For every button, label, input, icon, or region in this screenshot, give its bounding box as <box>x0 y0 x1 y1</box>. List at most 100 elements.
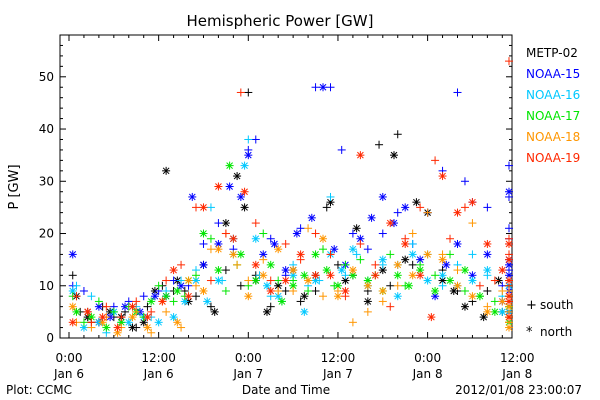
south-plus-marker <box>94 297 103 306</box>
north-star-marker <box>199 229 208 238</box>
y-tick-label: 30 <box>39 174 54 188</box>
north-star-marker <box>341 286 350 295</box>
north-star-marker <box>378 192 387 201</box>
south-plus-marker <box>393 130 402 139</box>
north-star-marker <box>169 266 178 275</box>
north-star-marker <box>408 250 417 259</box>
north-star-marker <box>401 255 410 264</box>
south-plus-marker <box>199 239 208 248</box>
north-star-marker <box>128 313 137 322</box>
north-star-marker <box>184 292 193 301</box>
south-plus-marker <box>460 203 469 212</box>
north-star-marker <box>505 187 513 196</box>
north-star-marker <box>83 307 92 316</box>
south-plus-marker <box>169 276 178 285</box>
north-star-marker <box>468 292 477 301</box>
north-star-marker <box>401 239 410 248</box>
south-plus-marker <box>259 229 268 238</box>
x-tick-date-label: Jan 8 <box>412 367 443 381</box>
north-star-marker <box>292 229 301 238</box>
south-plus-marker <box>431 156 440 165</box>
north-star-marker <box>233 172 242 181</box>
chart-title: Hemispheric Power [GW] <box>187 12 374 30</box>
south-plus-marker <box>475 281 484 290</box>
south-plus-marker <box>266 234 275 243</box>
north-star-marker <box>259 250 268 259</box>
south-plus-marker <box>446 234 455 243</box>
south-plus-marker <box>386 250 395 259</box>
south-plus-marker <box>408 229 417 238</box>
north-star-marker <box>214 276 223 285</box>
south-plus-marker <box>468 250 477 259</box>
north-star-marker <box>214 182 223 191</box>
north-star-marker <box>210 307 219 316</box>
south-plus-marker <box>214 219 223 228</box>
south-plus-marker <box>490 276 499 285</box>
x-axis: 0:00 Jan 6 12:00 Jan 6 0:00 Jan 7 12:00 Jan 7 0:… <box>53 35 535 381</box>
north-star-marker <box>505 313 513 322</box>
north-star-marker <box>363 297 372 306</box>
north-star-marker <box>416 271 425 280</box>
north-star-marker <box>143 323 152 332</box>
north-star-marker <box>199 260 208 269</box>
south-plus-marker <box>177 323 186 332</box>
north-star-marker <box>431 286 440 295</box>
data-points <box>68 57 513 337</box>
north-star-marker <box>442 260 451 269</box>
north-star-marker <box>173 286 182 295</box>
north-star-marker <box>322 266 331 275</box>
north-star-marker <box>348 266 357 275</box>
legend-entry: METP-02 <box>526 46 578 60</box>
north-star-marker <box>113 323 122 332</box>
south-plus-marker <box>68 271 77 280</box>
north-star-marker <box>404 281 413 290</box>
north-star-marker <box>438 172 447 181</box>
north-star-marker <box>229 234 238 243</box>
south-plus-marker <box>363 307 372 316</box>
north-star-marker <box>356 151 365 160</box>
x-tick-date-label: Jan 8 <box>501 367 532 381</box>
legend-entry: NOAA-17 <box>526 109 580 123</box>
north-star-marker <box>240 187 249 196</box>
north-star-marker <box>412 198 421 207</box>
south-plus-marker <box>378 297 387 306</box>
footer-timestamp: 2012/01/08 23:00:07 <box>455 383 582 397</box>
south-plus-marker <box>206 203 215 212</box>
north-star-marker <box>300 271 309 280</box>
north-star-marker <box>423 276 432 285</box>
south-plus-marker <box>281 239 290 248</box>
north-star-marker <box>229 250 238 259</box>
north-star-marker <box>475 292 484 301</box>
south-plus-marker <box>348 229 357 238</box>
south-plus-marker <box>143 302 152 311</box>
north-star-marker <box>401 203 410 212</box>
north-star-marker <box>214 245 223 254</box>
south-plus-marker <box>72 292 81 301</box>
legend: METP-02 NOAA-15 NOAA-16 NOAA-17 NOAA-18 NOAA-… <box>526 46 580 340</box>
south-plus-marker <box>490 297 499 306</box>
south-plus-marker <box>221 286 230 295</box>
south-plus-marker <box>192 271 201 280</box>
north-star-marker <box>251 234 260 243</box>
north-star-marker <box>319 83 328 92</box>
south-plus-marker <box>79 286 88 295</box>
south-plus-marker <box>304 286 313 295</box>
y-tick-label: 10 <box>39 279 54 293</box>
south-plus-marker <box>319 245 328 254</box>
legend-marker-symbol: * <box>526 325 533 340</box>
north-star-marker <box>498 266 507 275</box>
north-star-marker <box>68 286 77 295</box>
south-plus-marker <box>408 239 417 248</box>
south-plus-marker <box>322 203 331 212</box>
north-star-marker <box>393 260 402 269</box>
south-plus-marker <box>431 271 440 280</box>
north-star-marker <box>162 292 171 301</box>
north-star-marker <box>162 166 171 175</box>
north-star-marker <box>184 276 193 285</box>
north-star-marker <box>319 234 328 243</box>
legend-entry: NOAA-19 <box>526 151 580 165</box>
north-star-marker <box>147 297 156 306</box>
x-tick-time-label: 0:00 <box>56 351 83 365</box>
x-tick-date-label: Jan 7 <box>322 367 353 381</box>
north-star-marker <box>262 281 271 290</box>
